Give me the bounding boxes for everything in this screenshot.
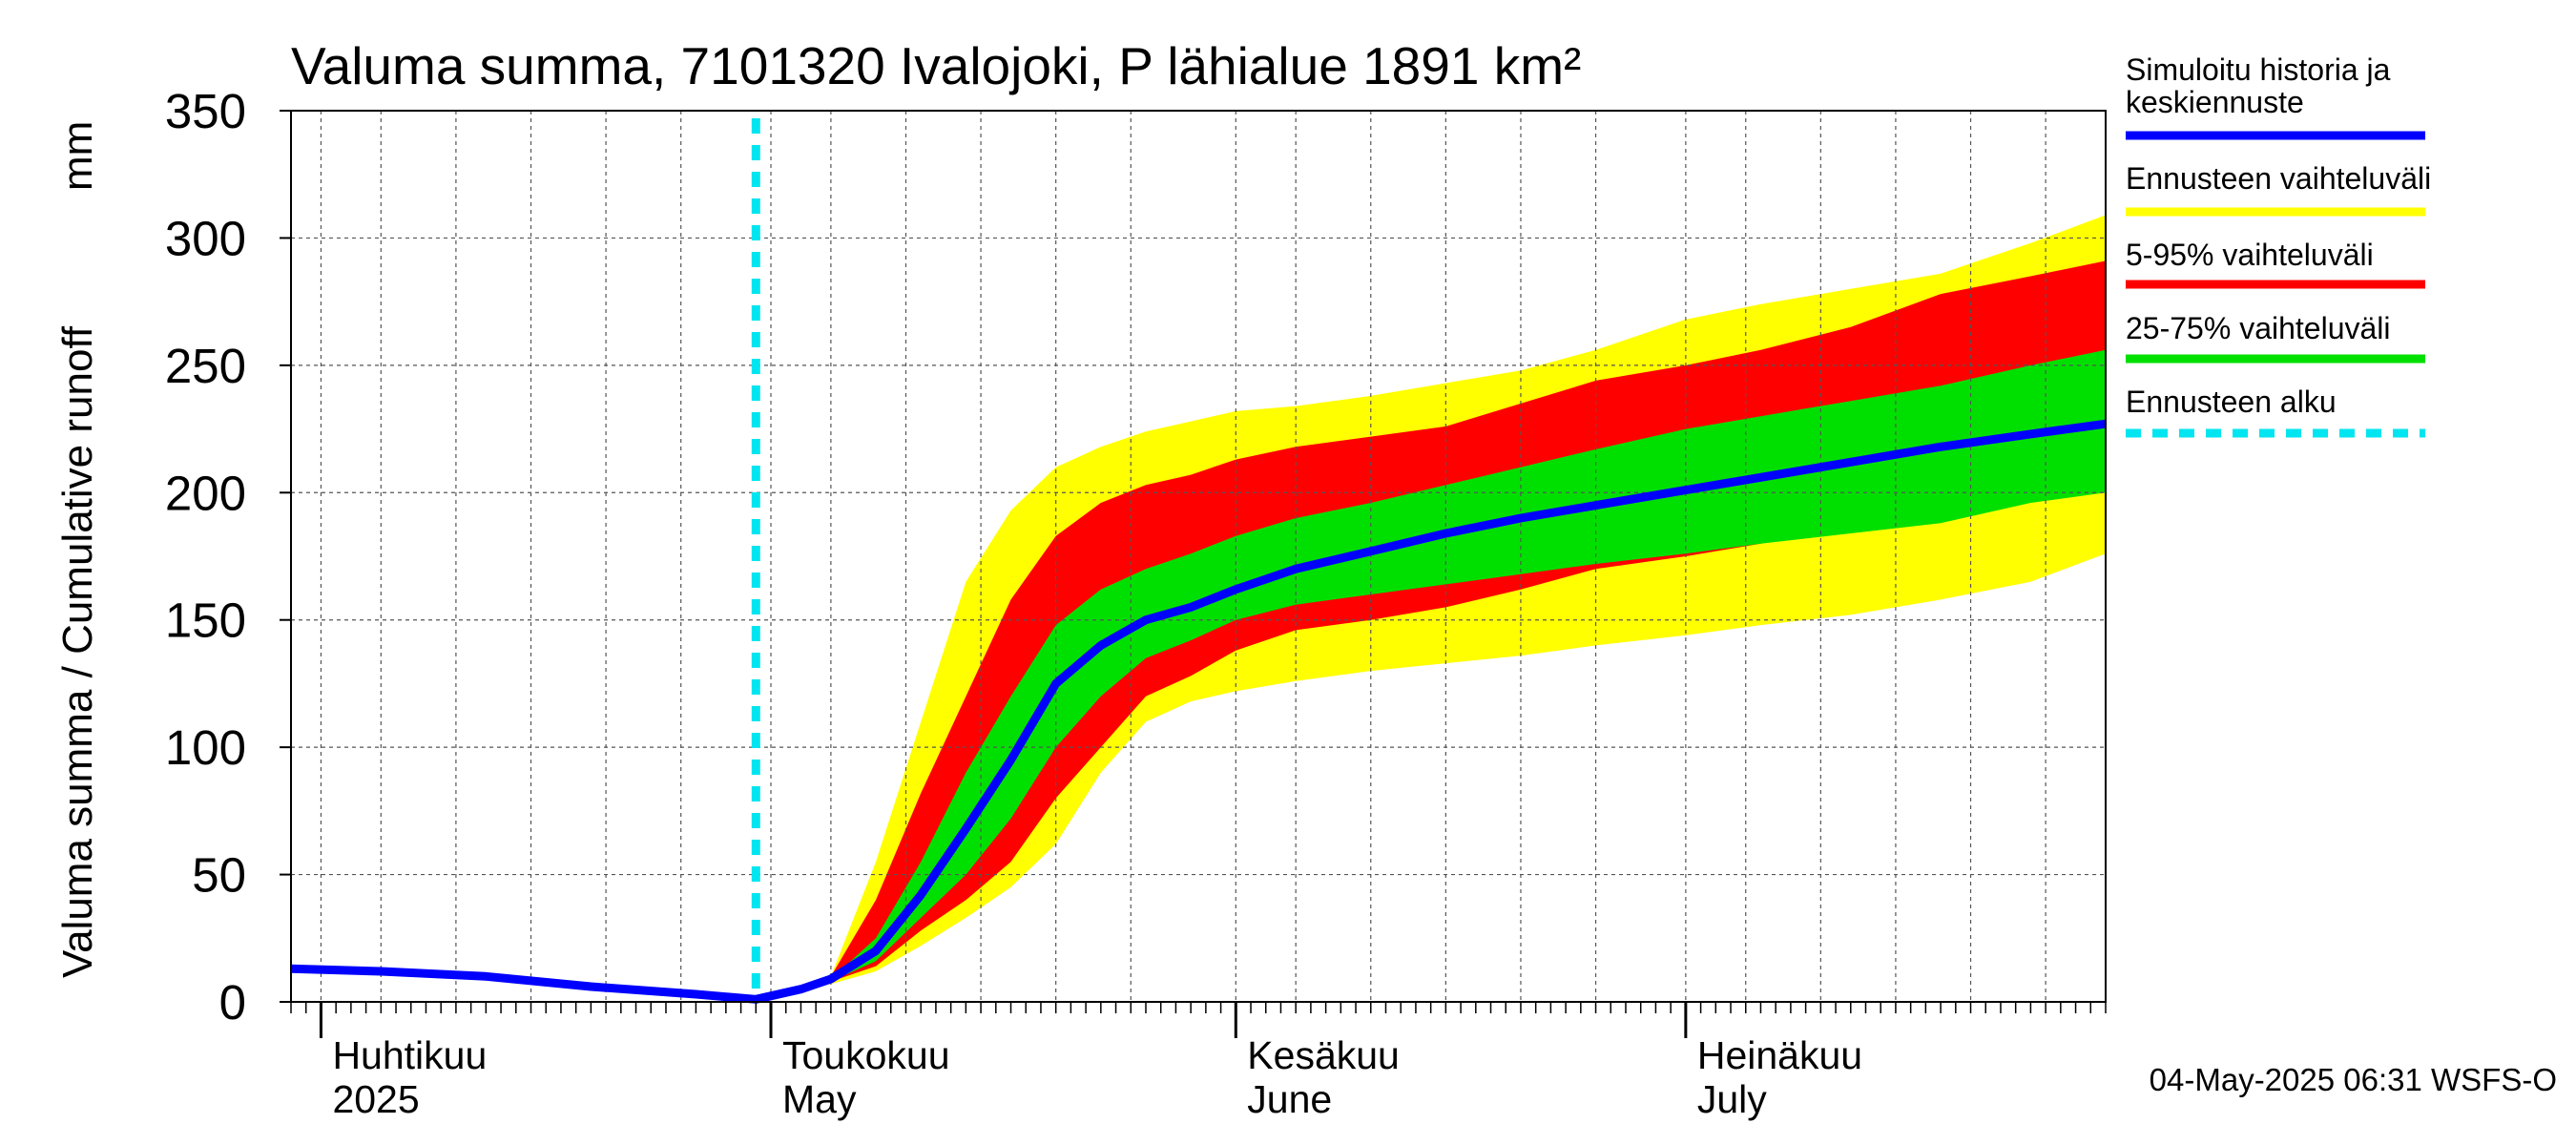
x-month-sublabel: June — [1247, 1077, 1332, 1121]
x-month-label: Heinäkuu — [1697, 1033, 1862, 1077]
y-tick-label: 0 — [219, 975, 246, 1030]
legend-label: 25-75% vaihteluväli — [2126, 311, 2391, 345]
y-tick-label: 250 — [165, 339, 246, 393]
x-month-label: Kesäkuu — [1247, 1033, 1400, 1077]
y-axis-label: Valuma summa / Cumulative runoff — [54, 325, 101, 978]
timestamp-footer: 04-May-2025 06:31 WSFS-O — [2150, 1062, 2557, 1097]
y-tick-label: 50 — [192, 848, 246, 903]
x-month-sublabel: July — [1697, 1077, 1767, 1121]
legend-label: keskiennuste — [2126, 85, 2304, 119]
y-tick-label: 300 — [165, 211, 246, 265]
y-axis: 0 50 100 150 200 250 300 350 — [165, 84, 291, 1030]
legend-label: Ennusteen vaihteluväli — [2126, 161, 2431, 196]
x-month-sublabel: 2025 — [332, 1077, 419, 1121]
y-tick-label: 150 — [165, 593, 246, 648]
y-axis-unit: mm — [54, 121, 101, 191]
forecast-bands — [756, 215, 2106, 1000]
x-month-sublabel: May — [782, 1077, 857, 1121]
series-lines — [290, 118, 2107, 1004]
band-25-75 — [756, 349, 2106, 1000]
grid-lines — [291, 111, 2106, 1002]
legend-label: 5-95% vaihteluväli — [2126, 238, 2374, 272]
median-series-line — [290, 419, 2107, 1004]
legend-label: Ennusteen alku — [2126, 385, 2337, 419]
legend-label: Simuloitu historia ja — [2126, 52, 2391, 87]
chart-title: Valuma summa, 7101320 Ivalojoki, P lähia… — [291, 36, 1581, 95]
y-tick-label: 200 — [165, 466, 246, 520]
y-tick-label: 350 — [165, 84, 246, 138]
x-month-label: Huhtikuu — [332, 1033, 487, 1077]
x-month-label: Toukokuu — [782, 1033, 950, 1077]
y-tick-label: 100 — [165, 720, 246, 775]
